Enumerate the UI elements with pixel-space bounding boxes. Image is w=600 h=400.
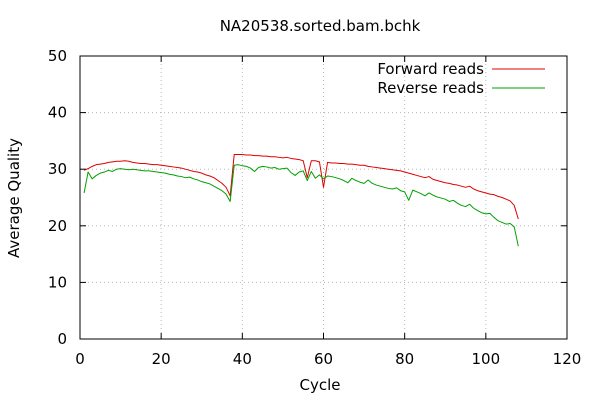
x-tick-label: 60 [314, 350, 333, 368]
grid [80, 56, 567, 339]
series-line-reverse-reads [83, 164, 519, 247]
y-tick-label: 50 [48, 47, 67, 65]
axis-ticks: 0 20 40 60 80 100 120 0 10 20 30 40 50 [48, 47, 581, 368]
x-tick-label: 100 [472, 350, 501, 368]
x-tick-label: 20 [152, 350, 171, 368]
x-tick-label: 80 [395, 350, 414, 368]
y-tick-label: 10 [48, 273, 67, 291]
y-tick-label: 40 [48, 104, 67, 122]
legend-label-reverse-reads: Reverse reads [377, 79, 484, 97]
x-tick-label: 0 [75, 350, 85, 368]
chart-title: NA20538.sorted.bam.bchk [220, 17, 421, 35]
y-tick-label: 20 [48, 217, 67, 235]
x-tick-label: 120 [553, 350, 582, 368]
y-axis-label: Average Quality [5, 138, 23, 258]
y-tick-label: 0 [57, 330, 67, 348]
series-line-forward-reads [83, 153, 519, 220]
y-tick-label: 30 [48, 160, 67, 178]
legend-label-forward-reads: Forward reads [377, 60, 484, 78]
x-axis-label: Cycle [300, 376, 341, 394]
series-group [83, 153, 519, 247]
x-tick-label: 40 [233, 350, 252, 368]
